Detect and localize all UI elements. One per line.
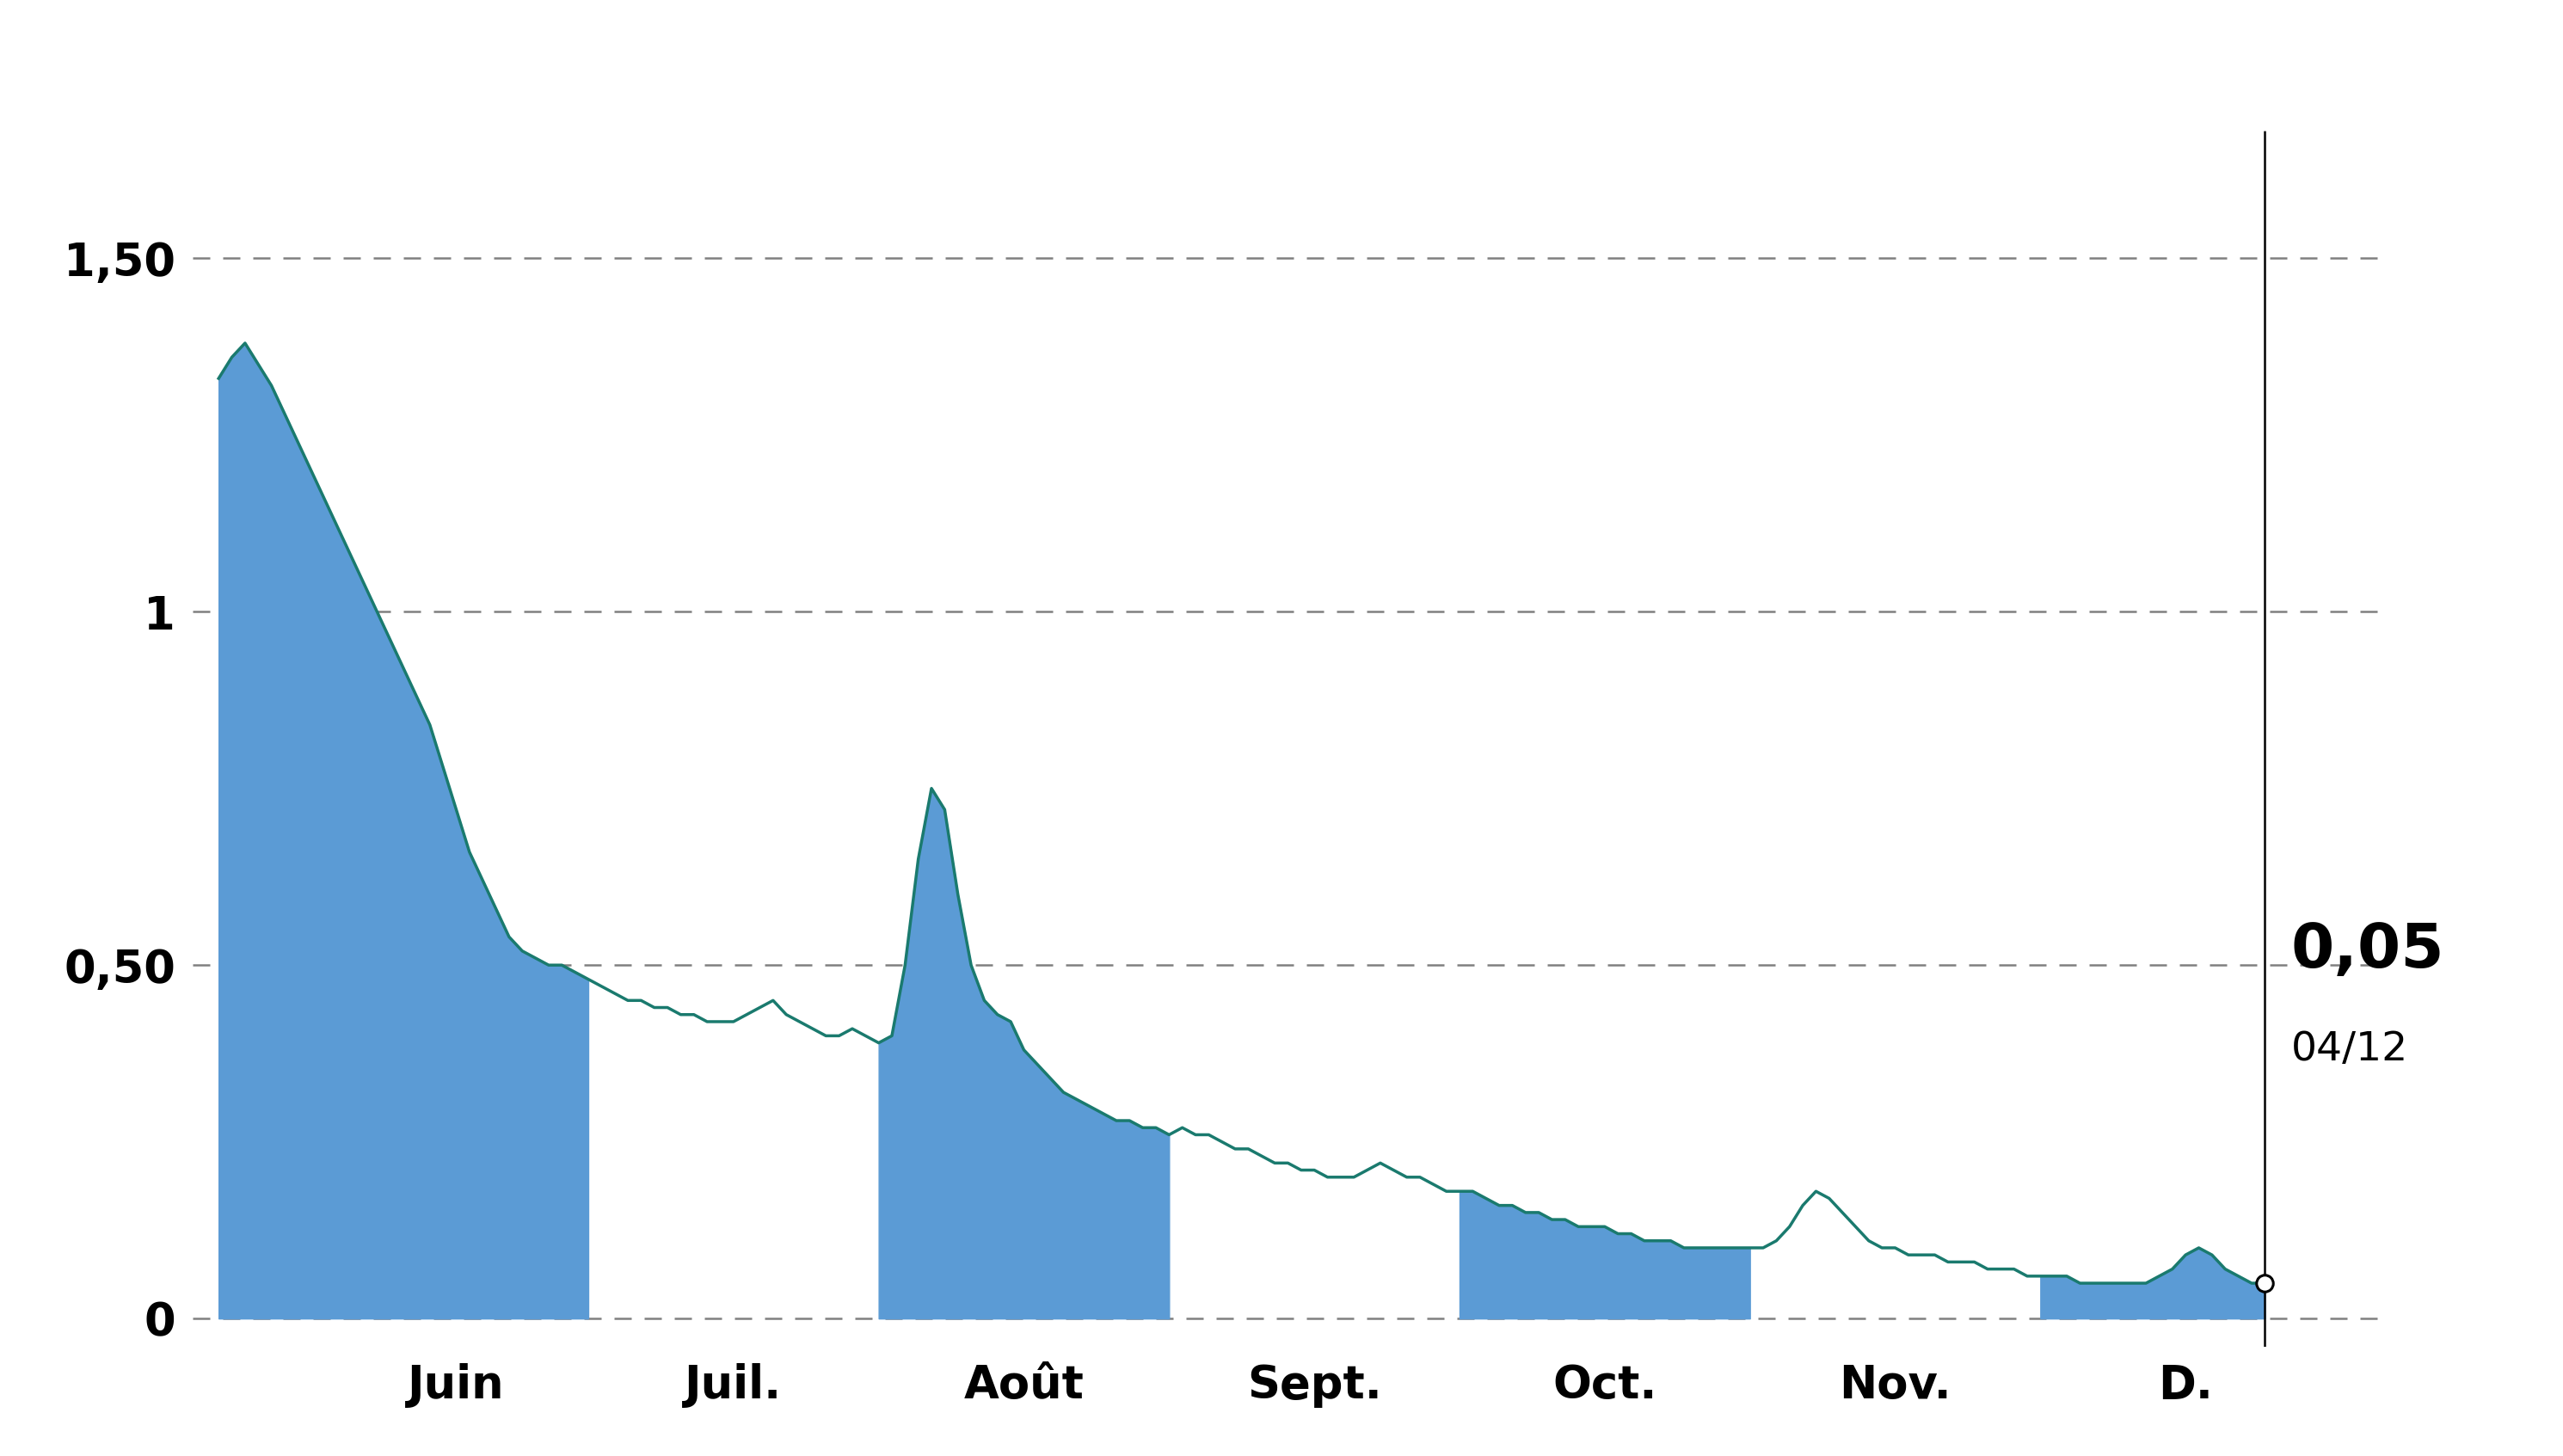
Text: 0,05: 0,05 xyxy=(2291,922,2445,981)
Text: EUROPLASMA: EUROPLASMA xyxy=(920,19,1643,109)
Text: 04/12: 04/12 xyxy=(2291,1031,2409,1069)
